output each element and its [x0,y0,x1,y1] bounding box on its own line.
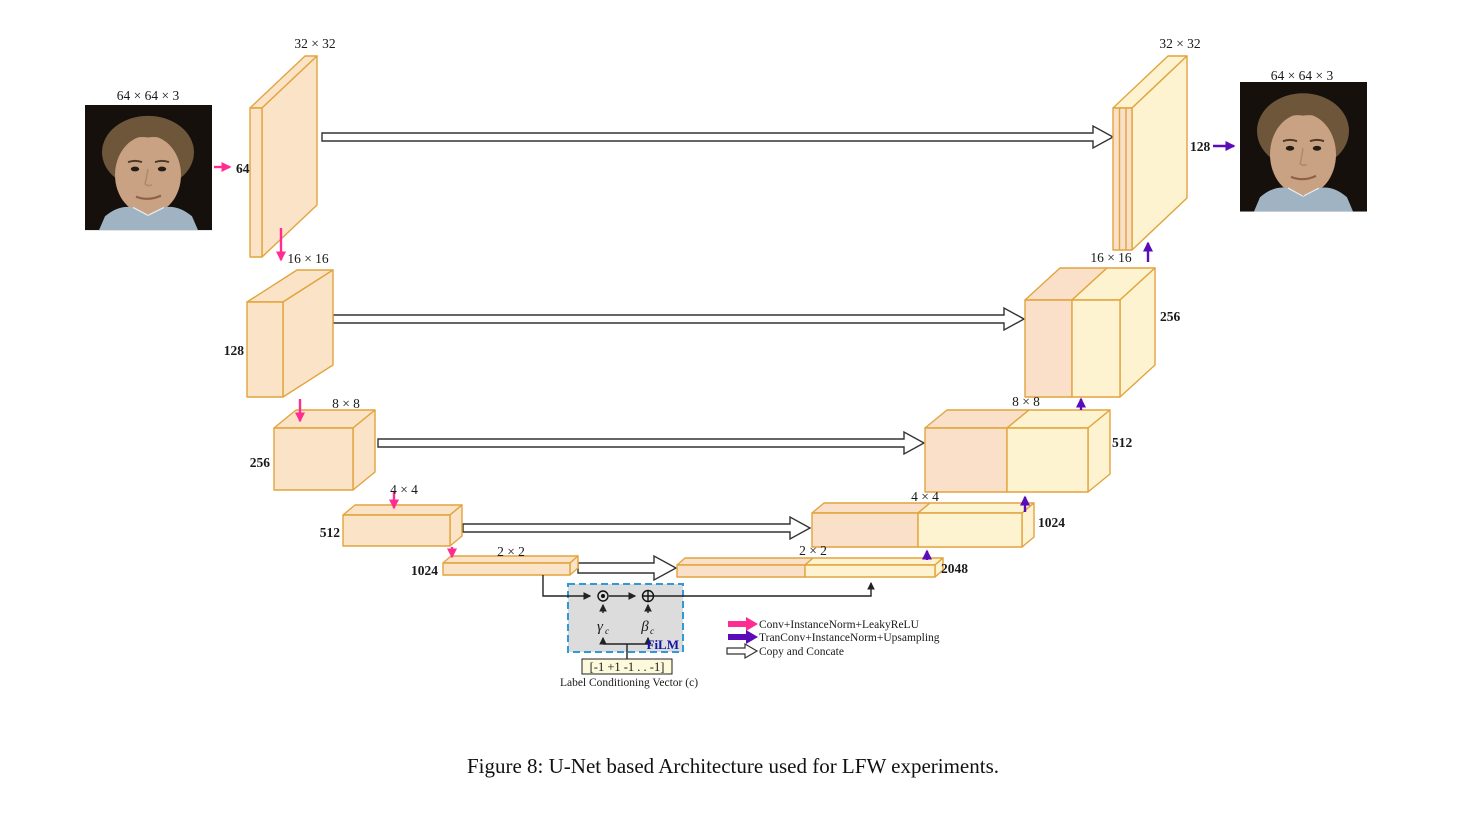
encoder-channels-512: 512 [320,525,341,540]
copy-concat-arrow-8 [377,430,926,456]
legend-conv-label: Conv+InstanceNorm+LeakyReLU [759,619,920,631]
encoder-box-8x8 [273,409,376,491]
decoder-channels-2048: 2048 [941,561,968,576]
encoder-size-2: 2 × 2 [497,544,525,559]
size-labels: 32 × 32 16 × 16 8 × 8 4 × 4 2 × 2 2 × 2 … [287,36,1200,559]
decoder-channels-1024: 1024 [1038,515,1065,530]
film-gamma-sub: c [605,627,610,637]
copy-concat-arrow-2 [577,554,678,582]
copy-concat-arrow-16 [332,306,1026,332]
decoder-size-32: 32 × 32 [1159,36,1200,51]
copy-concat-arrow-4 [462,515,812,541]
film-wires [542,575,875,659]
figure-caption: Figure 8: U-Net based Architecture used … [466,754,1000,778]
skip-connection-arrows [321,124,1115,582]
encoder-size-16: 16 × 16 [287,251,329,266]
encoder-box-16x16 [246,269,334,398]
label-vector-values: [-1 +1 -1 . . -1] [590,660,665,674]
legend-copy-label: Copy and Concate [759,646,844,658]
decoder-box-2x2 [676,557,944,578]
decoder-size-2: 2 × 2 [799,543,827,558]
output-image-label: 64 × 64 × 3 [1271,68,1334,83]
encoder-channels-128: 128 [224,343,245,358]
label-vector-box [581,658,673,675]
decoder-box-4x4 [811,502,1035,548]
encoder-channels-1024: 1024 [411,563,438,578]
film-beta-sub: c [650,627,655,637]
decoder-box-8x8 [924,409,1111,493]
decoder-box-16x16 [1024,267,1156,398]
encoder-size-8: 8 × 8 [332,396,360,411]
decoder-size-16: 16 × 16 [1090,250,1132,265]
encoder-boxes [246,55,579,576]
decoder-channels-128: 128 [1190,139,1211,154]
channel-labels: 64 128 256 512 1024 2048 1024 512 256 12… [224,139,1211,578]
legend-copy-arrow-icon [726,642,759,660]
encoder-size-4: 4 × 4 [390,482,418,497]
unet-diagram: 64 × 64 × 3 64 × 64 × 3 [83,36,1369,689]
encoder-channels-64: 64 [236,161,250,176]
legend: Conv+InstanceNorm+LeakyReLU TranConv+Ins… [726,617,940,660]
encoder-box-4x4 [342,504,463,547]
decoder-boxes [676,55,1188,578]
input-image-label: 64 × 64 × 3 [117,88,180,103]
multiply-dot-icon [601,594,605,598]
decoder-channels-512: 512 [1112,435,1133,450]
encoder-size-32: 32 × 32 [294,36,335,51]
label-vector-caption: Label Conditioning Vector (c) [560,677,698,689]
encoder-channels-256: 256 [250,455,271,470]
add-cross-icon [642,590,654,602]
film-block: γ c β c FiLM [-1 +1 -1 . . -1] Label Con… [542,575,875,689]
tranconv-arrows [921,140,1236,560]
encoder-box-32x32 [249,55,318,258]
encoder-box-2x2 [442,555,579,576]
legend-tranconv-arrow-icon [728,630,758,644]
film-name-label: FiLM [647,637,680,652]
film-beta: β [640,619,649,635]
decoder-size-8: 8 × 8 [1012,394,1040,409]
decoder-size-4: 4 × 4 [911,489,939,504]
legend-tranconv-label: TranConv+InstanceNorm+Upsampling [759,632,940,644]
conv-arrows [214,161,458,559]
copy-concat-arrow-32 [321,124,1115,150]
decoder-channels-256: 256 [1160,309,1181,324]
input-face-image [83,103,214,232]
output-face-image [1238,80,1369,213]
legend-conv-arrow-icon [728,617,758,631]
film-gamma: γ [597,619,604,635]
decoder-box-32x32 [1112,55,1188,251]
